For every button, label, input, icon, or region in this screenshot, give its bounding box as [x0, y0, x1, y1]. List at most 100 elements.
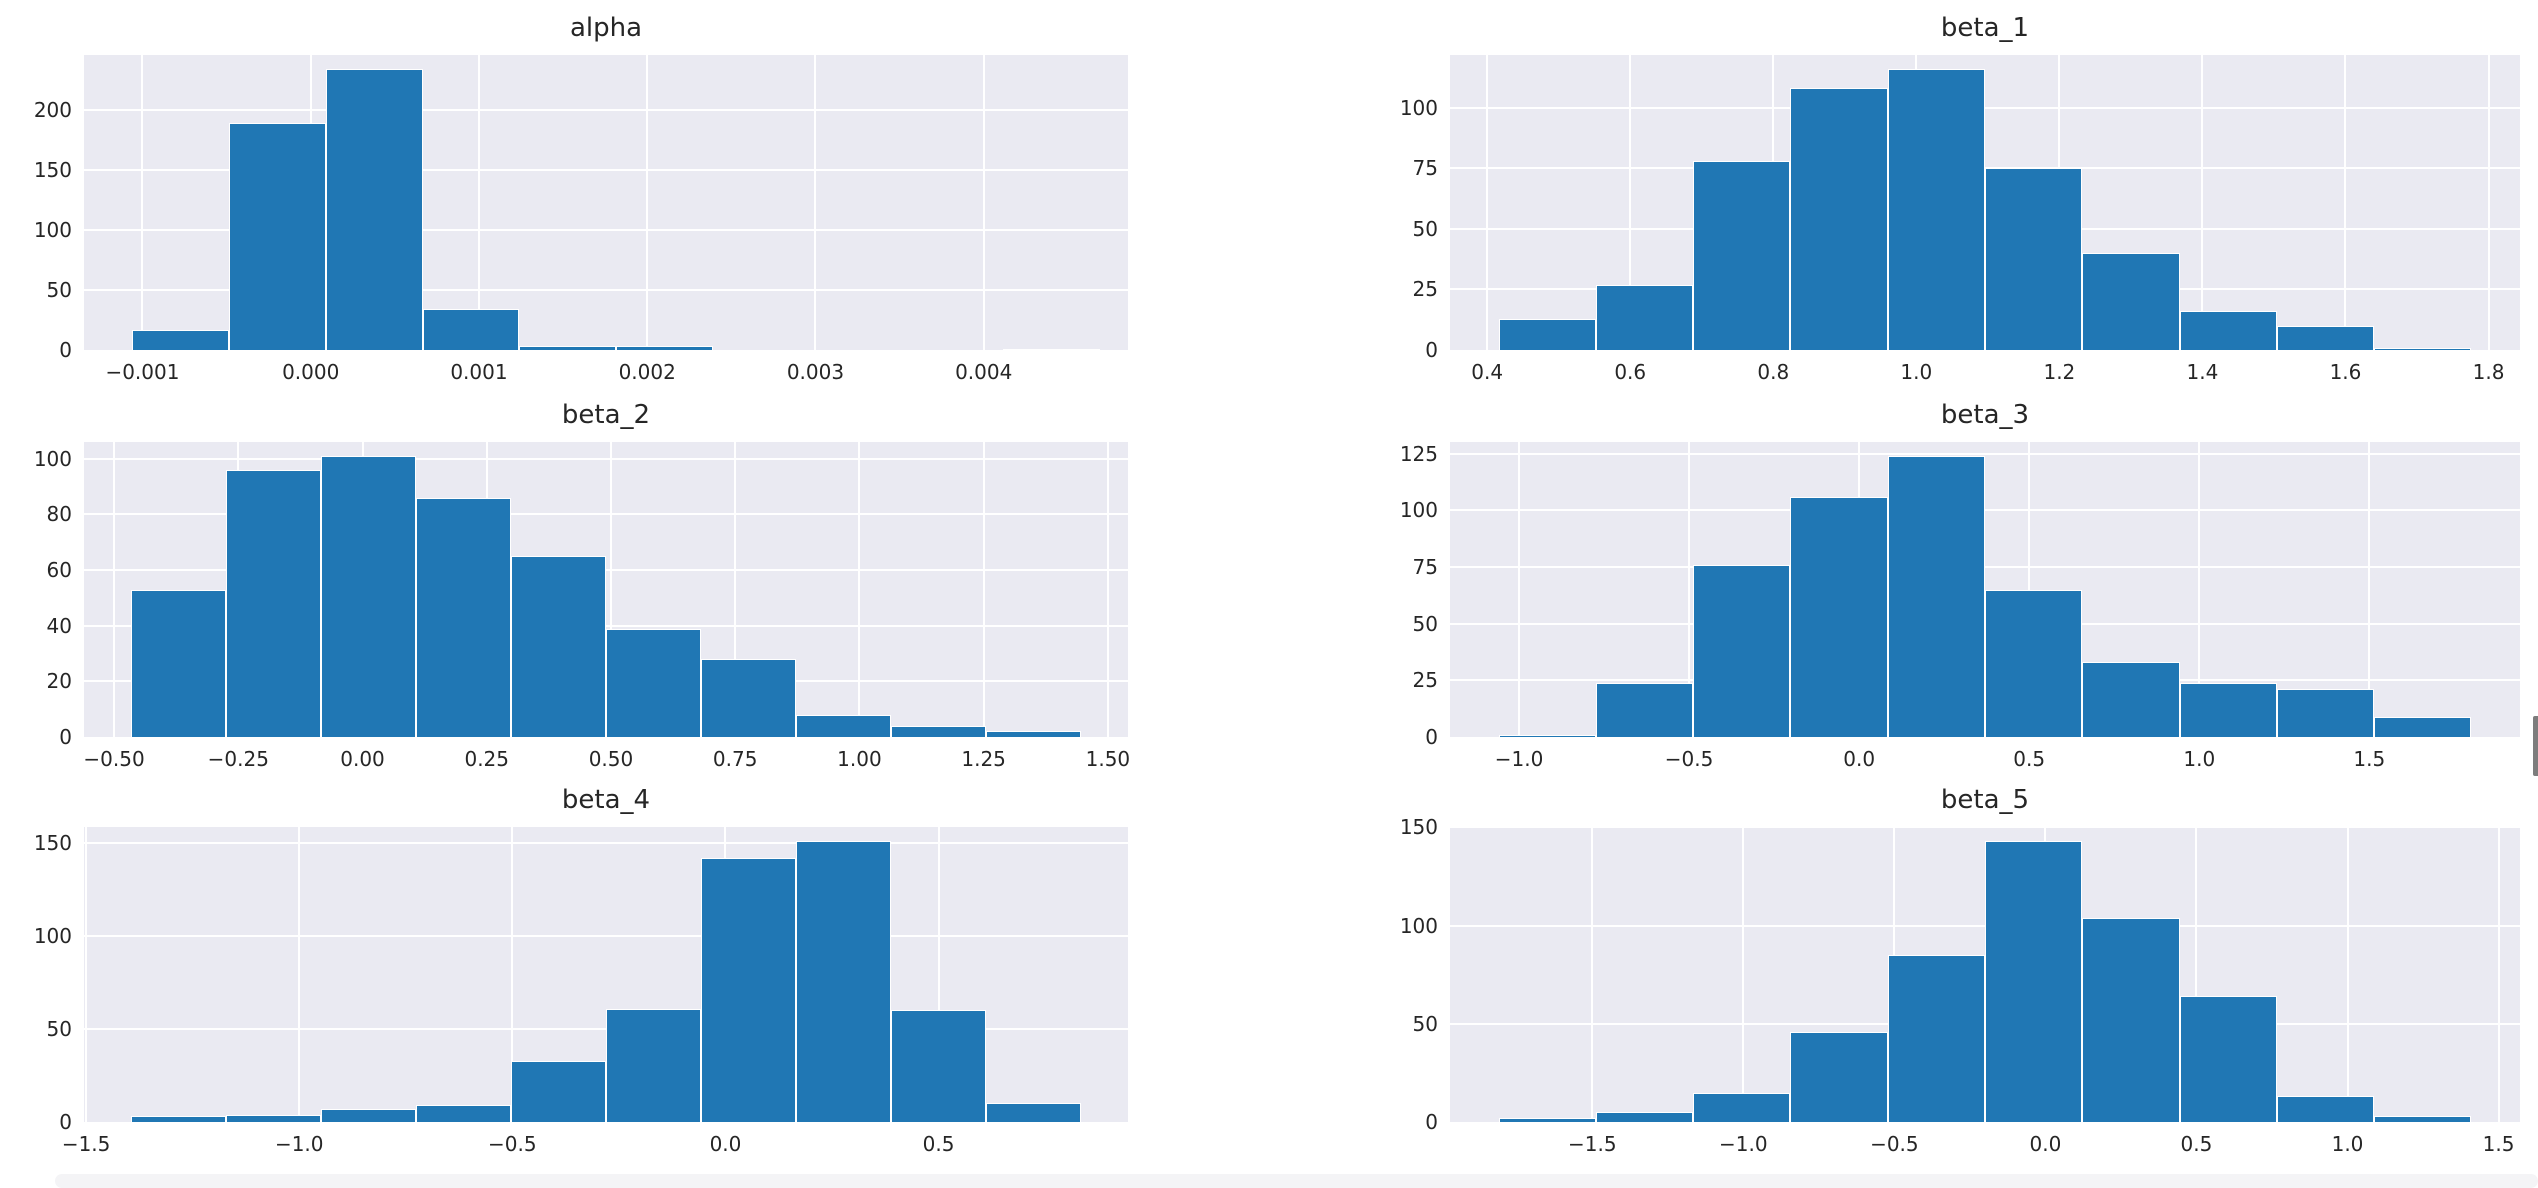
y-tick-label: 100: [33, 446, 72, 471]
histogram-bar: [1887, 456, 1985, 737]
histogram-bar: [519, 346, 617, 350]
histogram-bar: [422, 309, 520, 350]
histogram-bar: [985, 731, 1081, 737]
x-gridline: [1629, 55, 1632, 350]
x-gridline: [2195, 827, 2198, 1122]
y-gridline: [1450, 826, 2520, 829]
x-tick-label: 0.5: [922, 1132, 955, 1156]
x-gridline: [814, 55, 817, 350]
y-tick-label: 80: [46, 502, 72, 527]
chart-title: beta_4: [561, 785, 651, 815]
histogram-bar: [2179, 996, 2277, 1122]
x-tick-label: 0.50: [588, 747, 634, 771]
x-gridline: [298, 827, 301, 1122]
x-tick-label: 0.25: [464, 747, 509, 771]
x-gridline: [477, 55, 480, 350]
x-gridline: [2346, 827, 2349, 1122]
histogram-bar: [1790, 496, 1888, 737]
histogram-bar: [1693, 564, 1791, 737]
x-gridline: [1518, 442, 1521, 737]
histogram-bar: [985, 1103, 1081, 1122]
y-gridline: [84, 288, 1128, 291]
histogram-bar: [1887, 69, 1985, 350]
histogram-bar: [416, 497, 512, 737]
y-tick-label: 0: [1425, 1110, 1438, 1134]
histogram-bar: [1985, 589, 2083, 737]
histogram-bar: [2276, 325, 2375, 350]
x-tick-label: 0.8: [1757, 360, 1790, 384]
x-tick-label: 1.50: [1085, 747, 1131, 771]
x-tick-label: 0.002: [618, 360, 676, 384]
histogram-bar: [2374, 347, 2472, 350]
histogram-bar: [2179, 682, 2277, 737]
y-tick-label: 60: [46, 558, 72, 583]
histogram-bar: [1595, 1112, 1694, 1122]
x-tick-label: 1.0: [2183, 747, 2216, 771]
chart-title: beta_5: [1940, 785, 2030, 815]
histogram-bar: [2374, 716, 2472, 737]
histogram-bar: [131, 1116, 227, 1122]
histogram-bar: [321, 1108, 417, 1122]
x-tick-label: 0.0: [2029, 1132, 2062, 1156]
y-gridline: [1450, 566, 2520, 569]
histogram-bar: [1498, 734, 1596, 737]
y-gridline: [84, 228, 1128, 231]
y-tick-label: 50: [1412, 1011, 1438, 1036]
x-tick-label: −1.0: [1494, 747, 1544, 771]
x-tick-label: 0.75: [712, 747, 758, 771]
histogram-bar: [700, 659, 796, 737]
histogram-bar: [2276, 689, 2375, 737]
histogram-bar: [226, 1114, 322, 1122]
x-gridline: [937, 827, 940, 1122]
histogram-bar: [2374, 1116, 2472, 1122]
x-tick-label: 0.001: [450, 360, 508, 384]
x-tick-label: 0.5: [2013, 747, 2046, 771]
x-tick-label: 1.0: [2331, 1132, 2364, 1156]
x-gridline: [1591, 827, 1594, 1122]
plot-area: [84, 442, 1128, 737]
histogram-bar: [2276, 1096, 2375, 1122]
x-gridline: [2368, 442, 2371, 737]
plot-area: [1450, 55, 2520, 350]
histogram-bar: [700, 857, 796, 1122]
plot-area: [1450, 826, 2520, 1122]
x-tick-label: 0.0: [1843, 747, 1876, 771]
histogram-bar: [325, 69, 423, 350]
x-gridline: [2028, 442, 2031, 737]
y-gridline: [84, 841, 1128, 844]
histogram-bar: [2082, 662, 2180, 737]
x-tick-label: 1.00: [837, 747, 882, 771]
y-tick-label: 50: [1412, 216, 1438, 241]
y-tick-label: 100: [33, 217, 72, 242]
x-gridline: [1486, 55, 1489, 350]
y-gridline: [84, 624, 1128, 627]
y-tick-label: 150: [1399, 815, 1438, 840]
vertical-scrollbar-thumb[interactable]: [2533, 716, 2538, 776]
y-gridline: [1450, 509, 2520, 512]
y-tick-label: 0: [59, 725, 72, 749]
y-tick-label: 25: [1412, 668, 1438, 693]
chart-title: beta_3: [1940, 400, 2030, 430]
histogram-bar: [1003, 348, 1100, 350]
x-tick-label: −0.5: [1870, 1132, 1919, 1156]
histogram-bar: [1595, 284, 1694, 350]
y-gridline: [84, 168, 1128, 171]
x-tick-label: 1.5: [2353, 747, 2386, 771]
y-tick-label: 20: [46, 669, 72, 694]
histogram-bar: [1985, 168, 2083, 350]
chart-title: beta_1: [1940, 13, 2030, 43]
x-gridline: [85, 827, 88, 1122]
x-tick-label: −1.0: [1719, 1132, 1768, 1156]
chart-title: beta_2: [561, 400, 651, 430]
x-tick-label: 0.6: [1614, 360, 1647, 384]
histogram-bar: [1790, 1031, 1888, 1122]
x-tick-label: 1.6: [2329, 360, 2362, 384]
y-tick-label: 0: [1425, 725, 1438, 749]
histogram-bar: [2179, 311, 2277, 350]
x-tick-label: 0.00: [340, 747, 385, 771]
x-tick-label: 0.0: [709, 1132, 742, 1156]
histogram-bar: [890, 1010, 986, 1122]
histogram-bar: [795, 714, 891, 737]
x-tick-label: 0.5: [2180, 1132, 2213, 1156]
